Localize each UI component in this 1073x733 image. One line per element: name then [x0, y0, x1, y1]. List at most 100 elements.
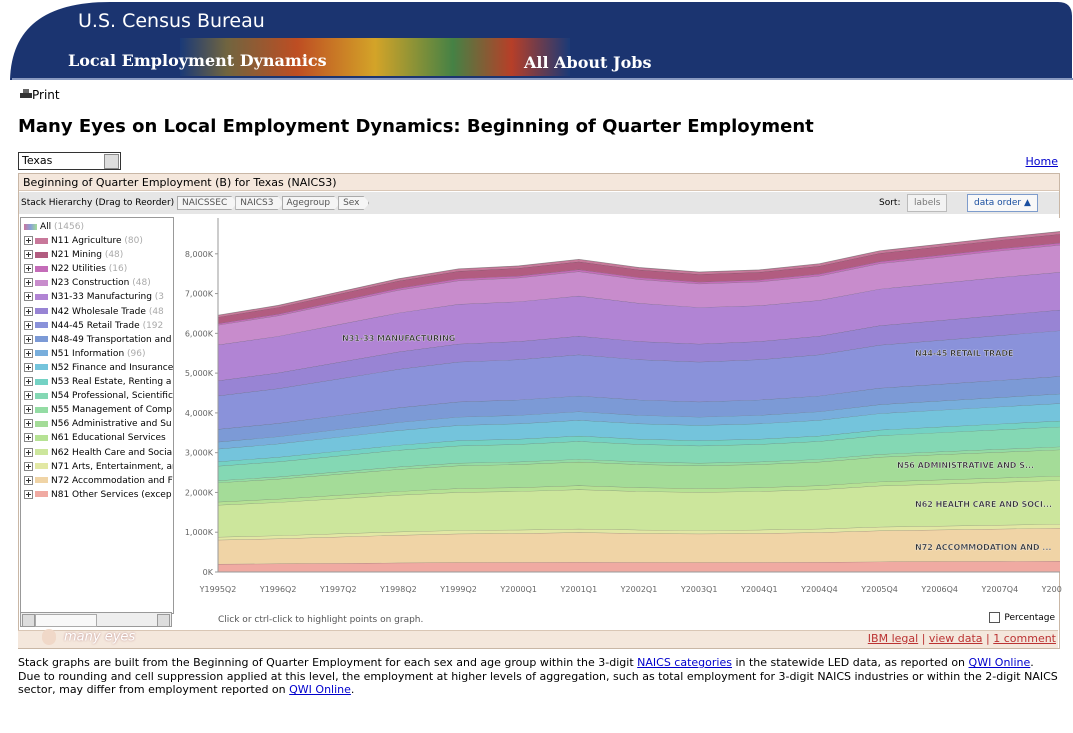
sort-labels[interactable]: labels [907, 194, 947, 212]
print-text: Print [32, 88, 60, 102]
description-text: . [351, 683, 355, 696]
link-separator: | [986, 632, 990, 645]
legend-label: N71 Arts, Entertainment, ar [51, 462, 174, 472]
tree-item[interactable]: N54 Professional, Scientific [24, 389, 173, 403]
footer-link[interactable]: view data [929, 632, 983, 645]
layer-label: N31-33 MANUFACTURING [342, 334, 455, 343]
expand-box[interactable] [24, 448, 33, 457]
footer-link[interactable]: IBM legal [868, 632, 918, 645]
expand-box[interactable] [24, 476, 33, 485]
description-link[interactable]: NAICS categories [637, 656, 732, 669]
legend-label: N61 Educational Services [51, 433, 166, 443]
scroll-right[interactable] [157, 614, 170, 627]
org-name: U.S. Census Bureau [78, 10, 265, 32]
scroll-left[interactable] [22, 614, 35, 627]
tree-item[interactable]: N53 Real Estate, Renting a [24, 375, 171, 389]
description-link[interactable]: QWI Online [969, 656, 1031, 669]
legend-count: (48) [105, 250, 123, 260]
stack-level[interactable]: NAICS3 [235, 196, 283, 210]
expand-box[interactable] [24, 236, 33, 245]
print-link[interactable]: Print [20, 88, 60, 102]
legend-label: N55 Management of Comp [51, 405, 172, 415]
tree-scrollbar[interactable] [20, 612, 172, 627]
tree-root[interactable]: All (1456) [24, 220, 84, 234]
legend-count: (80) [124, 236, 142, 246]
tree-item[interactable]: N71 Arts, Entertainment, ar [24, 460, 174, 474]
tree-item[interactable]: N44-45 Retail Trade (192 [24, 319, 163, 333]
percentage-toggle[interactable]: Percentage [989, 612, 1055, 623]
expand-box[interactable] [24, 433, 33, 442]
tree-item[interactable]: N22 Utilities (16) [24, 262, 127, 276]
tree-item[interactable]: N23 Construction (48) [24, 276, 151, 290]
tagline: All About Jobs [523, 53, 651, 72]
expand-box[interactable] [24, 419, 33, 428]
hierarchy-tree: All (1456) N11 Agriculture (80)N21 Minin… [20, 217, 174, 614]
legend-swatch [35, 238, 48, 244]
tree-item[interactable]: N62 Health Care and Socia [24, 446, 172, 460]
legend-swatch [35, 477, 48, 483]
legend-swatch [35, 294, 48, 300]
description-text: in the statewide LED data, as reported o… [732, 656, 969, 669]
legend-count: (96) [127, 349, 145, 359]
tree-item[interactable]: N61 Educational Services [24, 431, 166, 445]
tree-item[interactable]: N81 Other Services (excep [24, 488, 172, 502]
tree-item[interactable]: N52 Finance and Insurance [24, 361, 173, 375]
tree-item[interactable]: N21 Mining (48) [24, 248, 123, 262]
expand-box[interactable] [24, 462, 33, 471]
banner-rule [12, 78, 1073, 80]
select-arrow [104, 154, 119, 169]
legend-count: (16) [109, 264, 127, 274]
layer-label: N62 HEALTH CARE AND SOCI... [915, 500, 1052, 509]
legend-label: N44-45 Retail Trade [51, 321, 140, 331]
expand-box[interactable] [24, 278, 33, 287]
scroll-thumb[interactable] [35, 614, 97, 627]
x-tick-label: Y2000Q1 [499, 585, 537, 594]
expand-box[interactable] [24, 391, 33, 400]
home-link[interactable]: Home [1026, 155, 1058, 168]
x-tick-label: Y2004Q4 [800, 585, 838, 594]
state-select[interactable]: Texas [18, 152, 121, 170]
tree-item[interactable]: N42 Wholesale Trade (48 [24, 305, 164, 319]
expand-box[interactable] [24, 363, 33, 372]
expand-box[interactable] [24, 250, 33, 259]
expand-box[interactable] [24, 377, 33, 386]
description-text: Stack graphs are built from the Beginnin… [18, 656, 637, 669]
stack-level[interactable]: Agegroup [282, 196, 341, 210]
expand-box[interactable] [24, 307, 33, 316]
expand-box[interactable] [24, 321, 33, 330]
chart: 0K1,000K2,000K3,000K4,000K5,000K6,000K7,… [172, 214, 1062, 604]
expand-box[interactable] [24, 292, 33, 301]
stack-level[interactable]: NAICSSEC [177, 196, 237, 210]
expand-box[interactable] [24, 349, 33, 358]
legend-label: N48-49 Transportation and [51, 335, 172, 345]
legend-label: N53 Real Estate, Renting a [51, 377, 171, 387]
legend-swatch [35, 336, 48, 342]
y-tick-label: 8,000K [185, 250, 214, 259]
stack-levels: NAICSSECNAICS3AgegroupSex [177, 192, 367, 214]
tree-item[interactable]: N72 Accommodation and F [24, 474, 173, 488]
tree-item[interactable]: N51 Information (96) [24, 347, 146, 361]
legend-swatch [35, 364, 48, 370]
legend-label: N54 Professional, Scientific [51, 391, 173, 401]
chart-hint: Click or ctrl-click to highlight points … [218, 615, 423, 625]
tree-item[interactable]: N11 Agriculture (80) [24, 234, 143, 248]
footer-link[interactable]: 1 comment [993, 632, 1056, 645]
expand-box[interactable] [24, 264, 33, 273]
checkbox[interactable] [989, 612, 1000, 623]
x-tick-label: Y1995Q2 [199, 585, 237, 594]
expand-box[interactable] [24, 490, 33, 499]
stack-level[interactable]: Sex [338, 196, 369, 210]
layer-label: N56 ADMINISTRATIVE AND S... [897, 461, 1034, 470]
y-tick-label: 3,000K [185, 449, 214, 458]
link-separator: | [922, 632, 926, 645]
sort-data-order[interactable]: data order ▲ [967, 194, 1038, 212]
expand-box[interactable] [24, 335, 33, 344]
description-link[interactable]: QWI Online [289, 683, 351, 696]
expand-box[interactable] [24, 405, 33, 414]
tree-item[interactable]: N31-33 Manufacturing (3 [24, 290, 164, 304]
banner: U.S. Census Bureau Local Employment Dyna… [0, 0, 1073, 82]
legend-swatch [35, 463, 48, 469]
tree-item[interactable]: N55 Management of Comp [24, 403, 172, 417]
tree-item[interactable]: N48-49 Transportation and [24, 333, 172, 347]
tree-item[interactable]: N56 Administrative and Su [24, 417, 172, 431]
